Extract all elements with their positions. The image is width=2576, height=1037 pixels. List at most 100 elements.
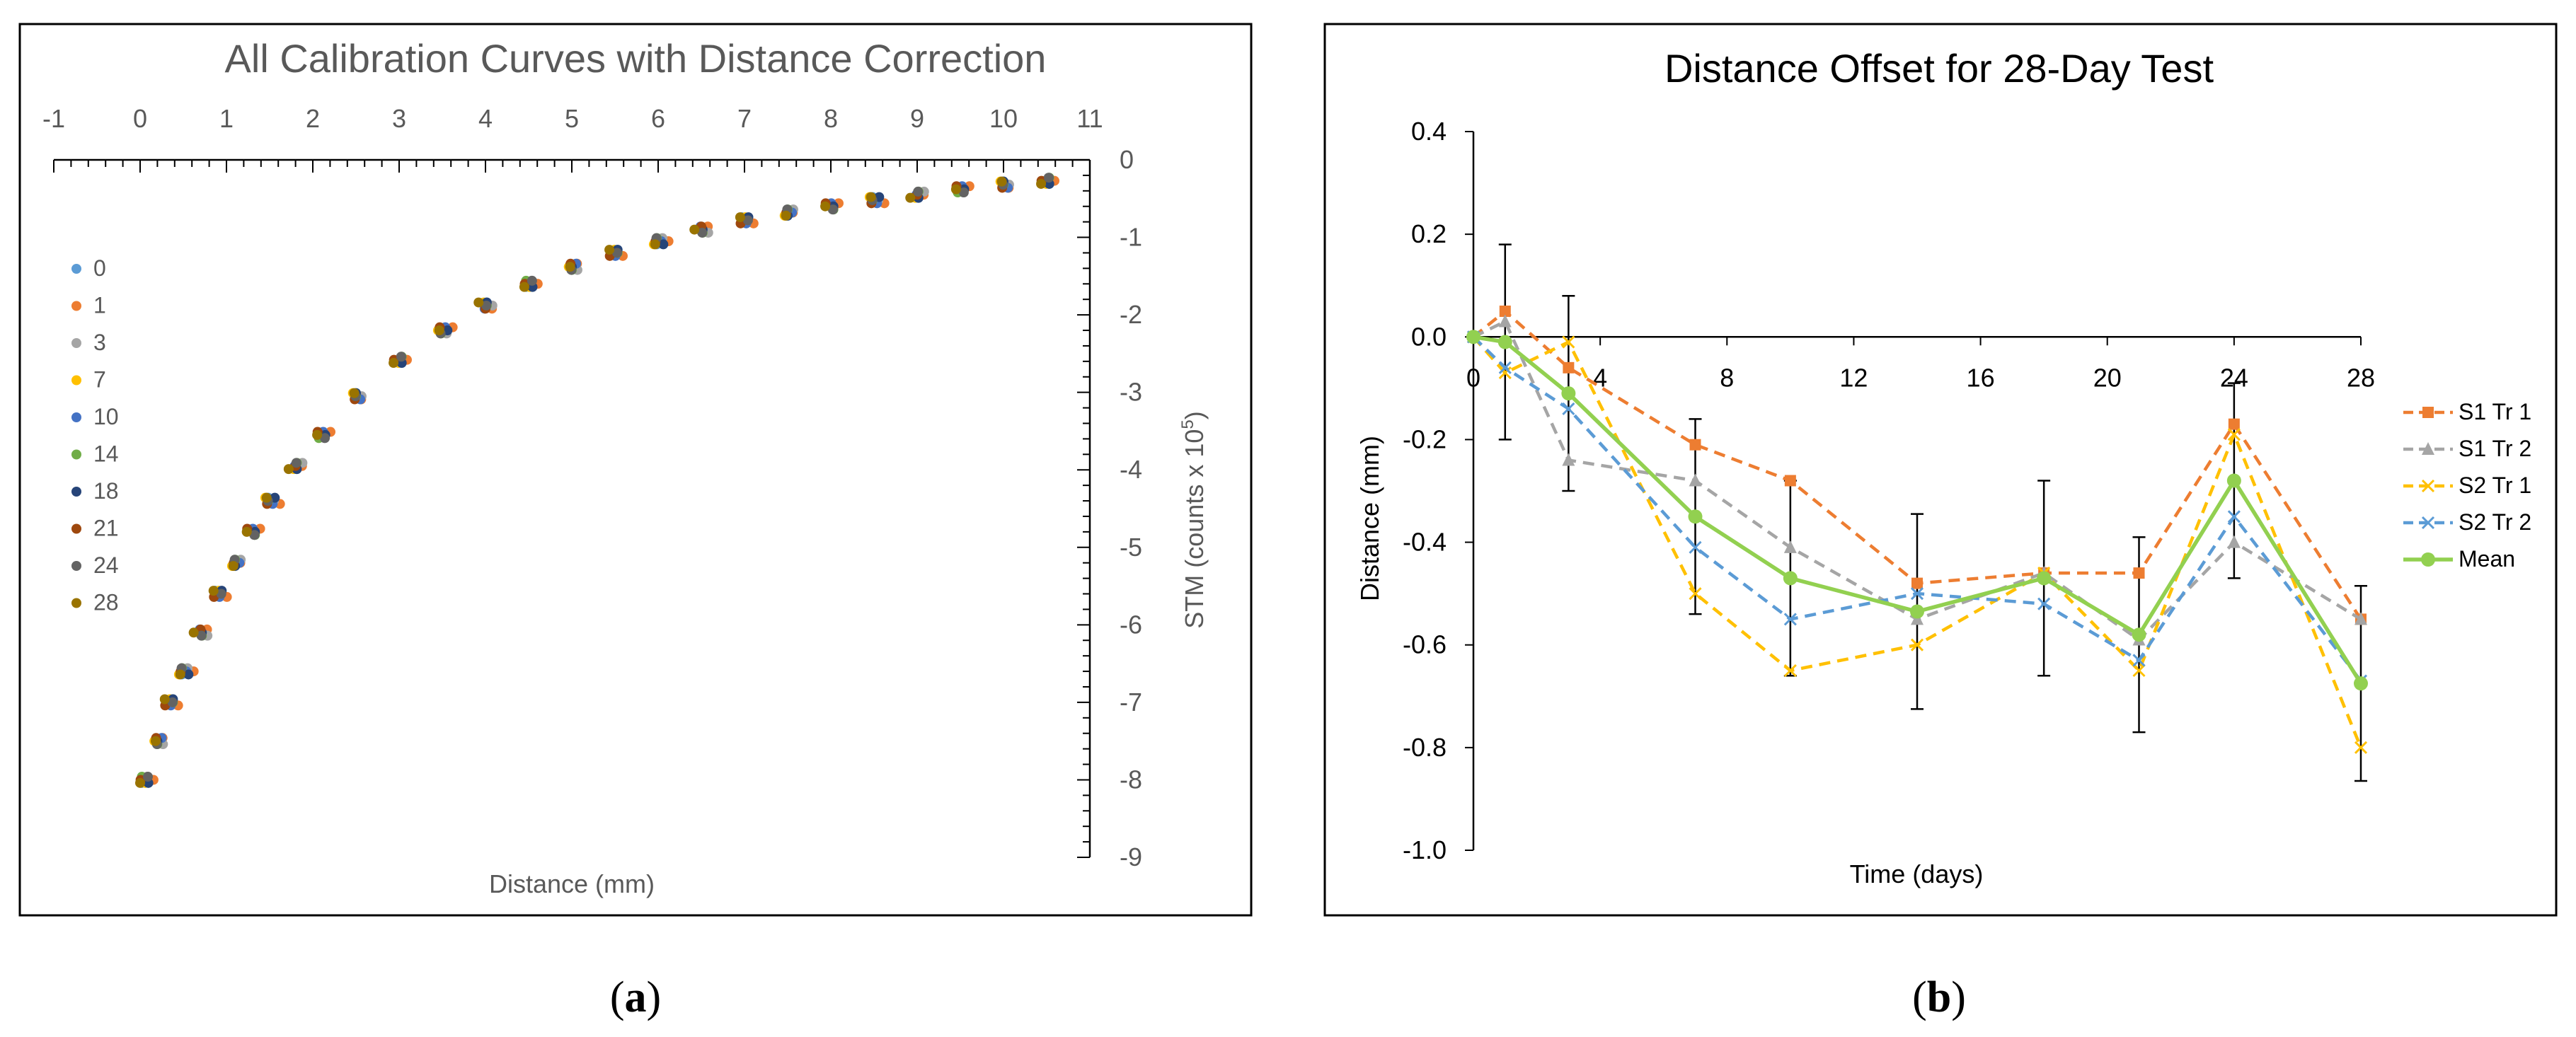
- chart-b-x-tick-label: 0: [1466, 363, 1480, 392]
- chart-a-point-28: [283, 464, 294, 475]
- chart-a-xlabel: Distance (mm): [489, 869, 655, 898]
- chart-a-point-28: [188, 627, 199, 638]
- chart-a-point-28: [820, 201, 831, 212]
- chart-a-legend-marker-1: [71, 301, 81, 311]
- chart-a-points: [135, 173, 1059, 788]
- chart-a-legend-label: 3: [93, 330, 106, 355]
- chart-a-legend-marker-3: [71, 338, 81, 348]
- chart-a-axes: -1 0 1 2 3 4 5 6 7 8 9 10 110-1-2-3-4-5-6-7-8-9: [42, 104, 1142, 871]
- caption-b: (b): [1912, 973, 1966, 1021]
- chart-a-y-tick-label: -8: [1120, 765, 1142, 794]
- chart-a-x-tick-label: 5: [565, 104, 579, 133]
- chart-a-point-28: [996, 176, 1007, 187]
- panel-a: All Calibration Curves with Distance Cor…: [18, 23, 1253, 917]
- chart-b-y-tick-label: -1.0: [1403, 835, 1447, 864]
- chart-b-marker-mean: [2132, 627, 2146, 642]
- chart-a-y-tick-label: 0: [1120, 145, 1134, 174]
- chart-a-legend-label: 7: [93, 367, 106, 393]
- chart-a-point-28: [175, 669, 185, 680]
- chart-a-legend-label: 1: [93, 293, 106, 318]
- chart-a-point-28: [312, 429, 323, 440]
- chart-a-legend-marker-28: [71, 598, 81, 608]
- chart-b-x-tick-label: 12: [1839, 363, 1868, 392]
- chart-a-x-tick-label: 3: [392, 104, 406, 133]
- chart-b-title: Distance Offset for 28-Day Test: [1664, 46, 2214, 91]
- chart-b-marker-s2-tr-1: [2227, 428, 2241, 441]
- chart-a-point-28: [349, 388, 360, 398]
- chart-b-marker-s2-tr-2: [1498, 361, 1512, 374]
- chart-a-point-24: [142, 772, 153, 782]
- chart-a-y-tick-label: -1: [1120, 223, 1142, 252]
- chart-b-marker-mean: [2226, 473, 2241, 488]
- chart-b-legend-marker: [2421, 552, 2435, 567]
- chart-b-marker-mean: [1561, 386, 1576, 401]
- chart-a-point-28: [150, 736, 161, 746]
- chart-a-ylabel-main: STM (counts x 10: [1180, 429, 1209, 629]
- chart-b-legend-label: S2 Tr 2: [2459, 509, 2531, 535]
- chart-b-marker-s2-tr-2: [1562, 402, 1575, 415]
- chart-b-marker-s2-tr-1: [1910, 638, 1924, 651]
- chart-b-marker-s1-tr-2: [1498, 314, 1512, 328]
- chart-a-x-tick-label: 9: [910, 104, 924, 133]
- chart-a-x-tick-label: 8: [824, 104, 838, 133]
- chart-a-point-28: [135, 777, 145, 788]
- chart-b-marker-mean: [1688, 509, 1703, 524]
- chart-b-y-tick-label: 0.4: [1411, 117, 1447, 146]
- chart-a-legend: 0 1 3 7 10 14 18 21 24 28: [71, 255, 119, 615]
- chart-a-point-28: [1036, 178, 1047, 189]
- chart-b-y-tick-label: -0.8: [1403, 733, 1447, 762]
- chart-a-x-tick-label: -1: [42, 104, 65, 133]
- chart-b-line-s1-tr-2: [1473, 320, 2362, 642]
- chart-b-marker-s2-tr-1: [2132, 664, 2146, 678]
- chart-b-marker-mean: [1466, 330, 1480, 344]
- chart-a-legend-marker-21: [71, 523, 81, 534]
- chart-b-marker-s2-tr-2: [2132, 654, 2146, 667]
- chart-a-point-28: [866, 192, 876, 202]
- chart-a-legend-marker-7: [71, 375, 81, 386]
- chart-b-x-tick-label: 28: [2347, 363, 2375, 392]
- chart-a-point-24: [196, 630, 207, 641]
- panel-b: Distance Offset for 28-Day Test 0.4 0.2 0.…: [1323, 23, 2558, 917]
- chart-b-marker-s2-tr-1: [2354, 741, 2368, 754]
- chart-b-legend-label: S1 Tr 1: [2459, 399, 2531, 424]
- chart-a-point-24: [527, 275, 537, 286]
- chart-a-ylabel-sup: 5: [1178, 419, 1197, 429]
- chart-a-legend-marker-0: [71, 264, 81, 274]
- chart-b-marker-s2-tr-2: [2227, 510, 2241, 523]
- chart-a-x-tick-label: 1: [219, 104, 234, 133]
- chart-a-point-28: [604, 245, 615, 255]
- chart-a-point-24: [697, 227, 708, 238]
- chart-b-marker-s2-tr-2: [1689, 540, 1702, 554]
- chart-a-point-24: [828, 204, 839, 215]
- chart-b-legend-marker: [2422, 442, 2434, 455]
- chart-b-marker-s1-tr-1: [1911, 577, 1923, 589]
- caption-a: (a): [610, 973, 661, 1021]
- chart-a-point-28: [434, 325, 444, 336]
- caption-a-letter: a: [625, 973, 647, 1021]
- chart-b-marker-s1-tr-1: [2133, 567, 2145, 579]
- chart-a-legend-marker-14: [71, 449, 81, 460]
- chart-a-x-tick-label: 2: [306, 104, 320, 133]
- chart-b-marker-s1-tr-2: [2227, 535, 2241, 548]
- chart-a-point-28: [650, 239, 660, 250]
- chart-a-point-24: [612, 248, 623, 258]
- chart-b-marker-s1-tr-1: [1563, 361, 1575, 373]
- chart-b-marker-s1-tr-2: [2354, 612, 2367, 625]
- caption-b-letter: b: [1927, 973, 1951, 1021]
- chart-a-point-28: [735, 212, 745, 223]
- chart-a-point-28: [228, 561, 238, 572]
- chart-a-y-tick-label: -3: [1120, 378, 1142, 407]
- chart-a-x-tick-label: 4: [478, 104, 493, 133]
- chart-b-ylabel: Distance (mm): [1355, 436, 1384, 601]
- chart-b-marker-s2-tr-1: [1562, 335, 1575, 349]
- chart-a-point-24: [742, 215, 753, 226]
- chart-b-marker-s1-tr-2: [1689, 473, 1702, 487]
- chart-a-point-28: [389, 358, 399, 369]
- chart-b-marker-s2-tr-2: [1910, 587, 1924, 601]
- chart-a-y-tick-label: -7: [1120, 688, 1142, 717]
- chart-b-marker-s1-tr-2: [1783, 540, 1797, 553]
- chart-a-x-tick-label: 7: [737, 104, 752, 133]
- chart-b-y-tick-label: 0.2: [1411, 219, 1447, 248]
- chart-a-point-28: [905, 192, 916, 203]
